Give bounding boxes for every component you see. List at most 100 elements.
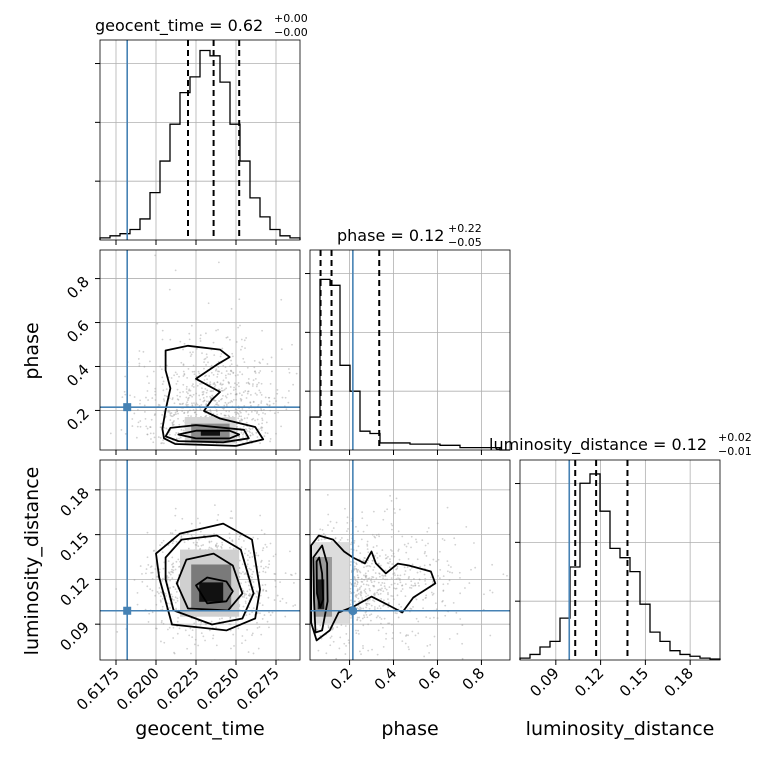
scatter-point — [356, 607, 359, 609]
scatter-point — [145, 396, 147, 399]
scatter-point — [381, 574, 384, 577]
scatter-point — [185, 391, 188, 393]
scatter-point — [251, 634, 253, 637]
scatter-point — [259, 514, 262, 517]
scatter-point — [389, 494, 392, 497]
scatter-point — [409, 568, 412, 571]
scatter-point — [517, 594, 519, 596]
scatter-point — [407, 558, 410, 560]
svg-text:luminosity_distance = 0.12: luminosity_distance = 0.12 — [489, 435, 707, 455]
scatter-point — [220, 387, 223, 390]
scatter-point — [182, 402, 185, 405]
scatter-point — [357, 530, 359, 533]
scatter-point — [201, 393, 204, 396]
scatter-point — [253, 366, 256, 369]
scatter-point — [161, 329, 164, 332]
scatter-point — [214, 384, 217, 387]
scatter-point — [228, 537, 231, 539]
scatter-point — [217, 388, 220, 391]
scatter-point — [192, 541, 195, 544]
scatter-point — [139, 402, 141, 405]
scatter-point — [214, 399, 217, 402]
scatter-point — [262, 570, 265, 573]
scatter-point — [371, 648, 373, 651]
scatter-point — [365, 613, 368, 616]
scatter-point — [373, 600, 376, 603]
scatter-point — [171, 577, 174, 580]
scatter-point — [374, 536, 377, 539]
x-tick-label: 0.18 — [661, 664, 697, 700]
scatter-point — [392, 552, 395, 555]
scatter-point — [397, 577, 399, 580]
scatter-point — [377, 615, 379, 617]
panel-content — [100, 460, 300, 660]
scatter-point — [203, 399, 206, 402]
scatter-point — [148, 382, 150, 385]
scatter-point — [322, 533, 325, 535]
scatter-point — [446, 560, 449, 563]
scatter-point — [120, 429, 123, 431]
scatter-point — [146, 427, 149, 430]
scatter-point — [191, 636, 194, 638]
scatter-point — [208, 383, 211, 386]
scatter-point — [262, 567, 265, 570]
scatter-point — [162, 380, 165, 383]
scatter-point — [252, 379, 255, 382]
scatter-point — [260, 382, 263, 385]
scatter-point — [242, 605, 245, 608]
scatter-point — [221, 389, 224, 392]
scatter-point — [241, 642, 243, 645]
scatter-point — [191, 404, 194, 406]
scatter-point — [245, 597, 248, 600]
scatter-point — [207, 302, 210, 305]
scatter-point — [221, 397, 223, 400]
scatter-point — [202, 544, 204, 546]
scatter-point — [256, 412, 258, 415]
scatter-point — [230, 399, 233, 402]
scatter-point — [425, 594, 428, 597]
scatter-point — [204, 375, 206, 378]
scatter-point — [258, 371, 261, 374]
scatter-point — [220, 352, 223, 355]
scatter-point — [317, 539, 320, 542]
scatter-point — [385, 638, 387, 640]
scatter-point — [367, 577, 370, 580]
scatter-point — [362, 530, 365, 533]
scatter-point — [253, 565, 255, 567]
scatter-point — [366, 548, 369, 550]
scatter-point — [268, 404, 271, 407]
scatter-point — [215, 410, 218, 413]
scatter-point — [208, 375, 211, 377]
scatter-point — [370, 579, 372, 582]
scatter-point — [238, 298, 241, 301]
scatter-point — [404, 570, 407, 572]
scatter-point — [379, 592, 382, 595]
scatter-point — [258, 626, 261, 628]
scatter-point — [366, 564, 369, 567]
svg-text:−0.05: −0.05 — [448, 236, 482, 249]
scatter-point — [171, 397, 174, 399]
scatter-point — [204, 357, 207, 360]
scatter-point — [355, 568, 358, 570]
scatter-point — [357, 576, 360, 579]
scatter-point — [387, 593, 389, 596]
scatter-point — [424, 597, 427, 599]
scatter-point — [150, 565, 153, 568]
scatter-point — [249, 575, 252, 578]
scatter-point — [182, 429, 185, 432]
scatter-point — [384, 575, 387, 577]
scatter-point — [451, 571, 454, 574]
scatter-point — [409, 586, 411, 589]
scatter-point — [217, 366, 220, 368]
x-tick-label: 0.12 — [571, 664, 607, 700]
scatter-point — [151, 577, 154, 580]
scatter-point — [173, 651, 175, 654]
scatter-point — [390, 499, 393, 502]
scatter-point — [160, 422, 162, 425]
scatter-point — [442, 583, 445, 586]
scatter-point — [259, 391, 262, 394]
scatter-point — [357, 608, 360, 610]
scatter-point — [418, 578, 421, 581]
scatter-point — [393, 508, 395, 510]
scatter-point — [400, 605, 403, 608]
